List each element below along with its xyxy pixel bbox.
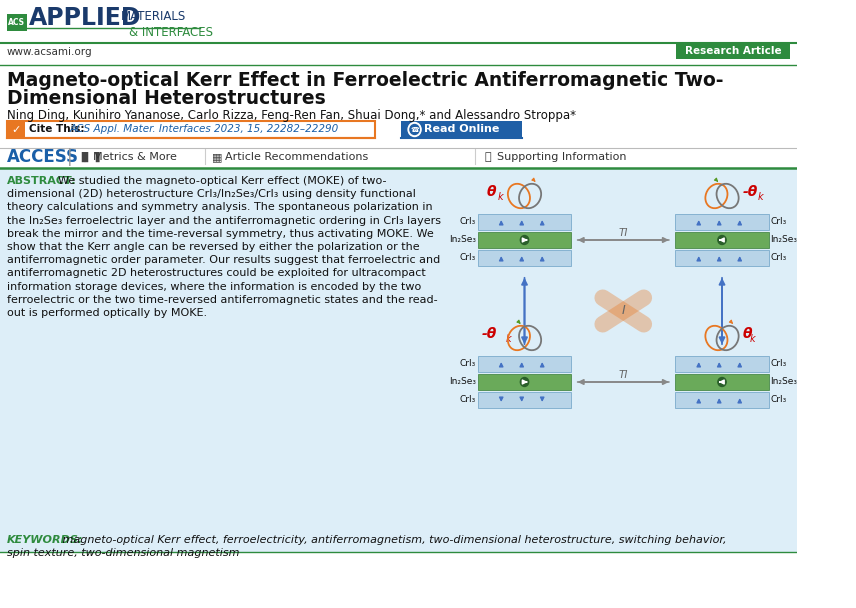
Text: Supporting Information: Supporting Information xyxy=(497,152,627,162)
Text: k: k xyxy=(497,192,503,202)
Text: k: k xyxy=(750,334,756,344)
FancyBboxPatch shape xyxy=(478,374,571,390)
Text: ▐▌▐: ▐▌▐ xyxy=(77,152,100,162)
Text: TI: TI xyxy=(619,228,628,238)
Text: Ning Ding, Kunihiro Yananose, Carlo Rizza, Feng-Ren Fan, Shuai Dong,* and Alessa: Ning Ding, Kunihiro Yananose, Carlo Rizz… xyxy=(7,109,575,122)
Text: CrI₃: CrI₃ xyxy=(460,254,476,263)
Text: CrI₃: CrI₃ xyxy=(770,359,787,368)
FancyBboxPatch shape xyxy=(478,392,571,408)
FancyBboxPatch shape xyxy=(675,214,769,230)
Text: In₂Se₃: In₂Se₃ xyxy=(449,235,476,244)
Text: |: | xyxy=(67,148,73,166)
Text: antiferromagnetic 2D heterostructures could be exploited for ultracompact: antiferromagnetic 2D heterostructures co… xyxy=(7,268,425,278)
Text: I: I xyxy=(621,305,625,317)
Text: out is performed optically by MOKE.: out is performed optically by MOKE. xyxy=(7,308,206,318)
Text: ACCESS: ACCESS xyxy=(7,148,79,166)
Text: information storage devices, where the information is encoded by the two: information storage devices, where the i… xyxy=(7,282,421,292)
Text: KEYWORDS:: KEYWORDS: xyxy=(7,535,83,545)
Text: the In₂Se₃ ferroelectric layer and the antiferromagnetic ordering in CrI₃ layers: the In₂Se₃ ferroelectric layer and the a… xyxy=(7,216,441,226)
Text: MATERIALS: MATERIALS xyxy=(121,10,187,24)
Text: Read Online: Read Online xyxy=(424,125,499,134)
Circle shape xyxy=(410,125,419,134)
FancyBboxPatch shape xyxy=(675,392,769,408)
Circle shape xyxy=(520,378,529,387)
Text: In₂Se₃: In₂Se₃ xyxy=(770,235,798,244)
Text: TI: TI xyxy=(619,370,628,380)
FancyBboxPatch shape xyxy=(401,121,521,138)
Text: CrI₃: CrI₃ xyxy=(770,395,787,404)
Text: antiferromagnetic order parameter. Our results suggest that ferroelectric and: antiferromagnetic order parameter. Our r… xyxy=(7,255,440,265)
Text: break the mirror and the time-reversal symmetry, thus activating MOKE. We: break the mirror and the time-reversal s… xyxy=(7,229,433,239)
Text: ✓: ✓ xyxy=(11,125,21,134)
Text: Cite This:: Cite This: xyxy=(29,125,85,134)
Text: dimensional (2D) heterostructure CrI₃/In₂Se₃/CrI₃ using density functional: dimensional (2D) heterostructure CrI₃/In… xyxy=(7,189,415,199)
FancyBboxPatch shape xyxy=(0,169,798,553)
Text: ▦: ▦ xyxy=(212,152,223,162)
FancyBboxPatch shape xyxy=(7,121,375,138)
Text: In₂Se₃: In₂Se₃ xyxy=(449,378,476,387)
Text: CrI₃: CrI₃ xyxy=(460,218,476,227)
Text: Magneto-optical Kerr Effect in Ferroelectric Antiferromagnetic Two-: Magneto-optical Kerr Effect in Ferroelec… xyxy=(7,71,723,89)
Text: CrI₃: CrI₃ xyxy=(770,218,787,227)
Text: CrI₃: CrI₃ xyxy=(770,254,787,263)
FancyBboxPatch shape xyxy=(478,232,571,248)
FancyBboxPatch shape xyxy=(676,43,790,59)
Text: Research Article: Research Article xyxy=(685,46,782,56)
Text: & INTERFACES: & INTERFACES xyxy=(128,27,212,40)
FancyBboxPatch shape xyxy=(675,356,769,372)
Text: ABSTRACT:: ABSTRACT: xyxy=(7,176,76,186)
Text: Ⓢ: Ⓢ xyxy=(484,152,491,162)
FancyBboxPatch shape xyxy=(7,14,27,31)
Text: Dimensional Heterostructures: Dimensional Heterostructures xyxy=(7,89,325,108)
Text: θ: θ xyxy=(487,185,496,199)
Text: show that the Kerr angle can be reversed by either the polarization or the: show that the Kerr angle can be reversed… xyxy=(7,242,419,252)
FancyBboxPatch shape xyxy=(478,214,571,230)
FancyBboxPatch shape xyxy=(7,121,25,138)
Circle shape xyxy=(520,235,529,244)
Text: www.acsami.org: www.acsami.org xyxy=(7,47,92,57)
Circle shape xyxy=(718,378,726,387)
Text: spin texture, two-dimensional magnetism: spin texture, two-dimensional magnetism xyxy=(7,548,239,558)
Text: ACS: ACS xyxy=(9,18,26,27)
Text: CrI₃: CrI₃ xyxy=(460,359,476,368)
FancyBboxPatch shape xyxy=(478,250,571,266)
Text: -θ: -θ xyxy=(481,327,496,341)
Text: ☎: ☎ xyxy=(410,126,419,133)
Text: magneto-optical Kerr effect, ferroelectricity, antiferromagnetism, two-dimension: magneto-optical Kerr effect, ferroelectr… xyxy=(59,535,726,545)
Text: θ: θ xyxy=(742,327,752,341)
Text: k: k xyxy=(506,334,512,344)
Text: ACS Appl. Mater. Interfaces 2023, 15, 22282–22290: ACS Appl. Mater. Interfaces 2023, 15, 22… xyxy=(70,125,339,134)
FancyBboxPatch shape xyxy=(675,374,769,390)
Circle shape xyxy=(408,122,421,137)
Text: APPLIED: APPLIED xyxy=(29,6,141,30)
Text: ferroelectric or the two time-reversed antiferromagnetic states and the read-: ferroelectric or the two time-reversed a… xyxy=(7,295,437,305)
Text: k: k xyxy=(758,192,763,202)
Text: Article Recommendations: Article Recommendations xyxy=(225,152,369,162)
FancyBboxPatch shape xyxy=(478,356,571,372)
Circle shape xyxy=(718,235,726,244)
Text: theory calculations and symmetry analysis. The spontaneous polarization in: theory calculations and symmetry analysi… xyxy=(7,202,432,212)
Text: CrI₃: CrI₃ xyxy=(460,395,476,404)
Text: We studied the magneto-optical Kerr effect (MOKE) of two-: We studied the magneto-optical Kerr effe… xyxy=(57,176,386,186)
Text: In₂Se₃: In₂Se₃ xyxy=(770,378,798,387)
Text: Metrics & More: Metrics & More xyxy=(93,152,177,162)
FancyBboxPatch shape xyxy=(675,250,769,266)
FancyBboxPatch shape xyxy=(675,232,769,248)
Text: -θ: -θ xyxy=(742,185,758,199)
